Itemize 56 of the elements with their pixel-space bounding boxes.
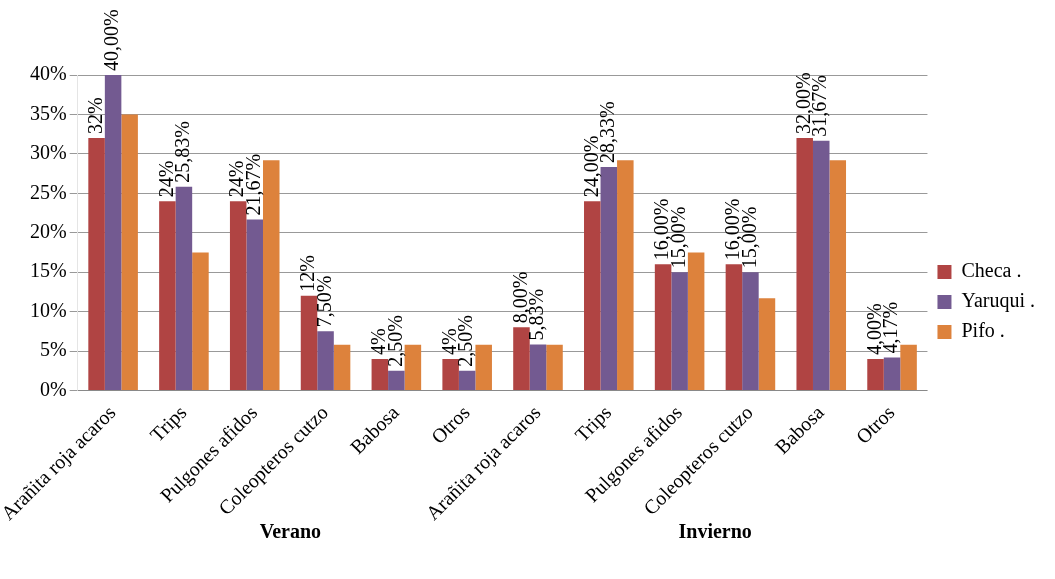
y-tick-label: 30%	[30, 141, 67, 164]
bar	[229, 201, 247, 390]
y-tick-label: 20%	[30, 219, 67, 242]
bar	[617, 160, 634, 390]
bar	[812, 140, 830, 390]
bar	[121, 114, 138, 390]
bar	[546, 344, 563, 390]
text: Invierno	[678, 520, 752, 543]
bar	[687, 252, 705, 390]
y-tick-label: 35%	[30, 101, 67, 124]
bar	[584, 201, 601, 390]
bar	[159, 201, 176, 390]
bar	[263, 160, 280, 390]
bar	[867, 358, 884, 390]
bar	[88, 138, 105, 390]
y-tick-label: 15%	[30, 259, 67, 282]
text: Verano	[259, 520, 322, 543]
bar	[246, 219, 263, 390]
bar	[654, 264, 672, 390]
bar	[458, 370, 476, 390]
bar	[883, 357, 901, 390]
bar	[725, 264, 743, 390]
y-tick-label: 40%	[30, 62, 67, 85]
bar	[371, 358, 389, 390]
bar	[742, 272, 759, 390]
bar	[513, 327, 530, 390]
legend-label: Pifo .	[961, 319, 1005, 342]
bar	[300, 295, 318, 390]
bar	[442, 358, 459, 390]
bar	[317, 331, 334, 390]
y-tick-label: 25%	[30, 180, 67, 203]
x-tick-label: Trips	[570, 400, 617, 447]
y-tick-label: 0%	[40, 377, 67, 400]
bar	[192, 252, 209, 390]
data-label: 32%	[83, 97, 106, 135]
bar	[475, 344, 492, 390]
x-tick-label: Trips	[145, 400, 192, 447]
bar	[671, 272, 688, 390]
y-tick-label: 5%	[40, 338, 67, 361]
bar	[333, 344, 351, 390]
data-label: 40,00%	[100, 9, 123, 71]
bar	[404, 344, 422, 390]
bar	[829, 160, 847, 390]
bar	[529, 344, 547, 390]
bar	[796, 138, 813, 390]
legend-label: Yaruqui .	[961, 289, 1036, 313]
y-tick-label: 10%	[30, 298, 67, 321]
bar	[600, 167, 618, 390]
legend-label: Checa .	[961, 259, 1022, 282]
data-label: 24,00%	[579, 135, 602, 198]
bar	[388, 370, 405, 390]
bar	[175, 186, 193, 390]
bar	[900, 344, 917, 390]
bar	[758, 298, 776, 390]
x-tick-label: Otros	[851, 400, 899, 448]
bar	[104, 75, 122, 390]
